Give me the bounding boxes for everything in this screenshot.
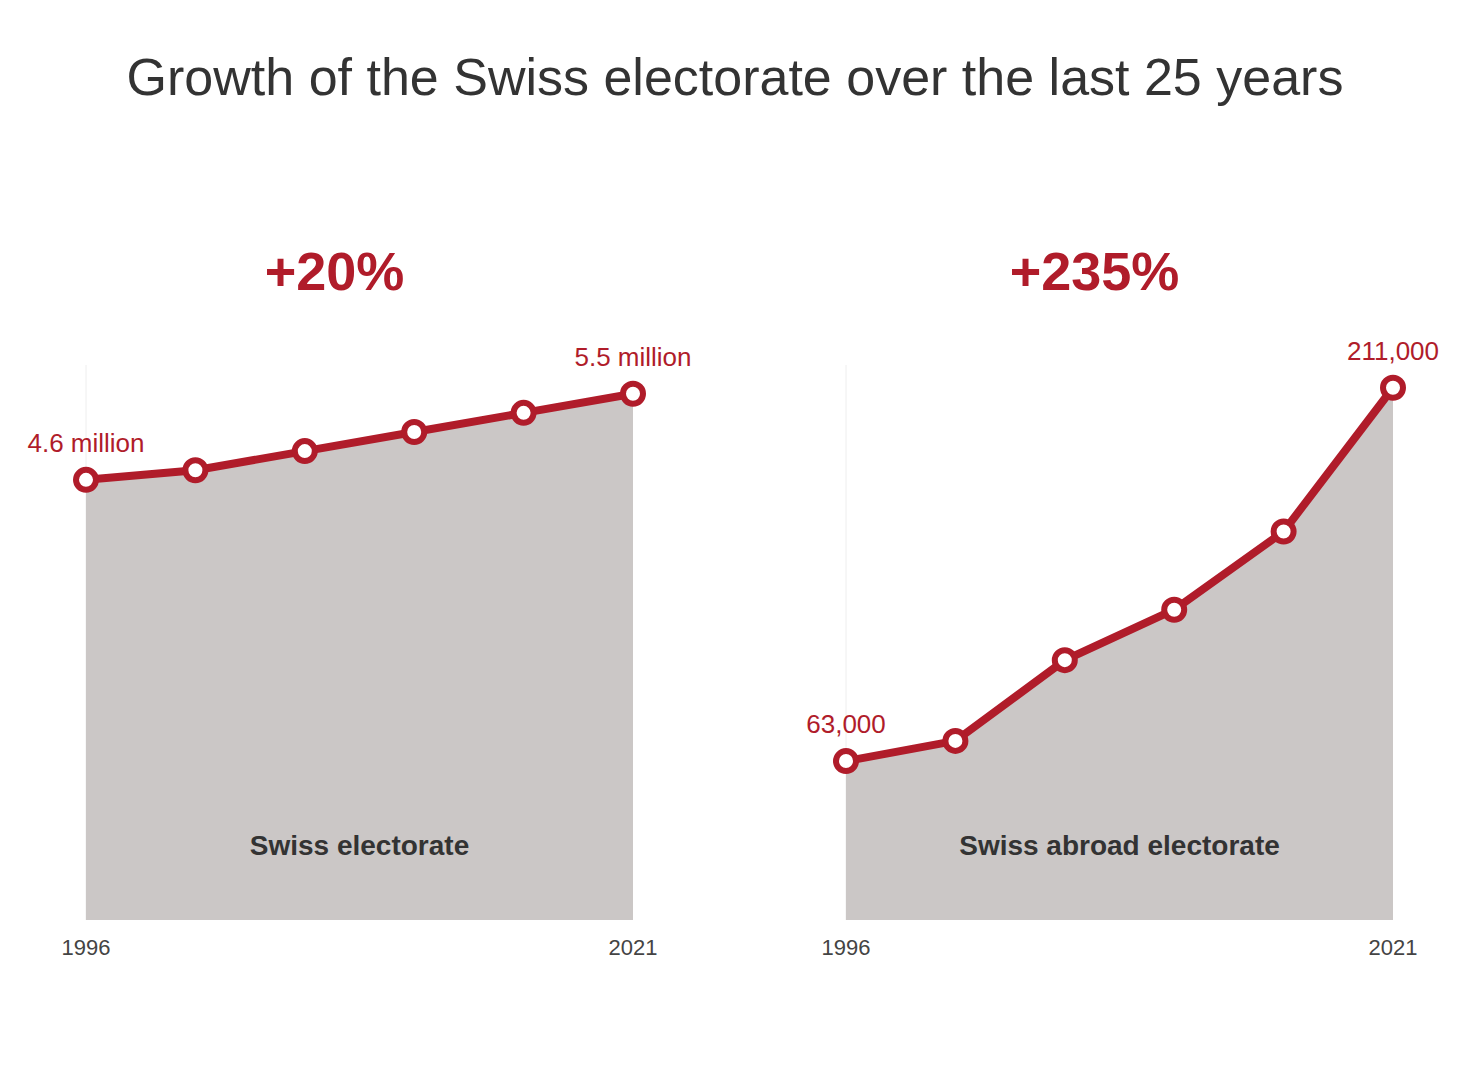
marker (1164, 600, 1184, 620)
series-label: Swiss electorate (250, 830, 469, 861)
x-tick-label: 2021 (609, 935, 658, 960)
annotation: +20% (265, 241, 405, 301)
marker (514, 403, 534, 423)
marker (404, 422, 424, 442)
marker (1274, 522, 1294, 542)
value-label: 211,000 (1347, 336, 1439, 366)
line (86, 394, 633, 480)
marks (836, 378, 1403, 920)
chart-canvas: Growth of the Swiss electorate over the … (0, 0, 1480, 1080)
marker (945, 731, 965, 751)
x-tick-label: 2021 (1369, 935, 1418, 960)
marker (836, 751, 856, 771)
annotation: +235% (1010, 241, 1180, 301)
series-label: Swiss abroad electorate (959, 830, 1280, 861)
value-label: 4.6 million (27, 428, 144, 458)
line (846, 388, 1393, 761)
x-tick-label: 1996 (62, 935, 111, 960)
value-label: 5.5 million (574, 342, 691, 372)
marks (76, 384, 643, 920)
value-label: 63,000 (806, 709, 886, 739)
marker (1055, 650, 1075, 670)
marker (1383, 378, 1403, 398)
chart-1: Swiss abroad electorate 63,000 211,000 +235… (806, 241, 1439, 960)
chart-0: Swiss electorate 4.6 million 5.5 million +2… (27, 241, 691, 960)
marker (295, 441, 315, 461)
x-tick-label: 1996 (822, 935, 871, 960)
marker (185, 460, 205, 480)
marker (76, 470, 96, 490)
area (846, 388, 1393, 920)
marker (623, 384, 643, 404)
title: Growth of the Swiss electorate over the … (127, 48, 1344, 106)
area (86, 394, 633, 920)
